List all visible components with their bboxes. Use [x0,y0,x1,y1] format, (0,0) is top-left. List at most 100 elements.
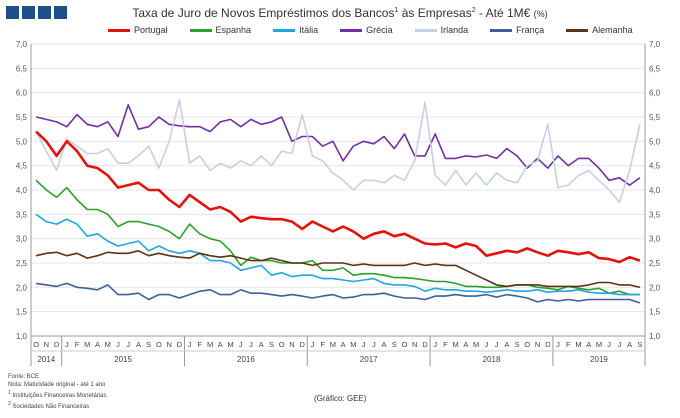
x-month-label: J [433,340,437,349]
y-tick-label-left: 1,0 [16,332,28,341]
y-tick-label-left: 3,0 [16,235,28,244]
logo-square [6,6,19,19]
legend-label: Portugal [134,25,168,35]
x-month-label: D [177,340,183,349]
y-tick-label-left: 2,0 [16,283,28,292]
legend-item: Itália [273,25,318,35]
x-month-label: A [463,340,468,349]
y-tick-label-left: 4,0 [16,186,28,195]
x-month-label: J [485,340,489,349]
x-month-label: O [156,340,162,349]
legend-item: França [490,25,544,35]
chart-legend: Portugal Espanha Itália Grécia Irlanda França… [108,25,655,35]
x-month-label: J [65,340,69,349]
y-tick-label-right: 1,0 [649,332,661,341]
x-month-label: F [566,340,571,349]
x-month-label: J [607,340,611,349]
legend-swatch [273,28,296,32]
series-line-frança [35,282,641,304]
legend-label: Grécia [366,25,393,35]
series-line-grécia [35,104,641,186]
footnote-1-marker: 1 [8,390,11,396]
title-unit: (%) [533,9,548,19]
y-tick-label-right: 2,5 [649,259,661,268]
x-month-label: J [618,340,622,349]
legend-swatch [566,28,589,32]
legend-swatch [189,28,212,32]
x-month-label: A [382,340,387,349]
graph-credit: (Gráfico: GEE) [314,394,367,403]
maturity-note: Nota: Maturidade original - até 1 ano [8,382,106,388]
legend-item: Irlanda [414,25,468,35]
legend-swatch [108,28,130,32]
y-tick-label-left: 4,5 [16,162,28,171]
x-year-label: 2015 [114,355,132,364]
x-month-label: N [412,340,417,349]
chart-title: Taxa de Juro de Novos Empréstimos dos Ba… [0,6,680,20]
x-year-label: 2019 [590,355,608,364]
legend-label: Espanha [215,25,252,35]
x-month-label: A [504,340,509,349]
legend-item: Portugal [108,25,168,35]
footnote-1: 1 Instituições Financeiras Monetárias [8,389,107,400]
x-month-label: O [33,340,39,349]
legend-swatch [340,28,363,32]
x-month-label: A [586,340,591,349]
legend-item: Alemanha [566,25,633,35]
x-month-label: J [311,340,315,349]
series-line-espanha [35,179,640,296]
legend-label: França [516,25,545,35]
x-month-label: M [575,340,581,349]
x-month-label: J [362,340,366,349]
x-month-label: M [207,340,213,349]
y-tick-label-left: 3,5 [16,210,28,219]
x-month-label: N [166,340,171,349]
title-footnote-1: 1 [394,7,399,14]
footnote-2: 2 Sociedades Não Financeiras [8,400,107,411]
x-month-label: S [392,340,397,349]
footnotes: Fonte: BCE Nota: Maturidade original - a… [8,373,107,411]
x-year-label: 2017 [360,355,378,364]
x-month-label: N [535,340,540,349]
source-note: Fonte: BCE [8,374,40,380]
gee-logo [6,6,67,19]
x-month-label: A [218,340,223,349]
x-month-label: J [239,340,243,349]
x-month-label: J [188,340,192,349]
x-month-label: M [227,340,233,349]
x-month-label: N [44,340,49,349]
x-month-label: J [495,340,499,349]
y-tick-label-left: 5,5 [16,113,28,122]
x-month-label: M [473,340,479,349]
y-tick-label-right: 5,0 [649,137,661,146]
y-tick-label-right: 3,0 [649,235,661,244]
footnote-2-text: Sociedades Não Financeiras [10,404,90,410]
title-footnote-2: 2 [471,7,476,14]
x-month-label: D [545,340,551,349]
x-month-label: F [198,340,203,349]
y-tick-label-right: 3,5 [649,210,661,219]
legend-label: Itália [299,25,319,35]
x-month-label: D [422,340,428,349]
x-month-label: A [136,340,141,349]
y-tick-label-left: 1,5 [16,308,28,317]
logo-square [54,6,67,19]
footnote-2-marker: 2 [8,401,11,407]
y-tick-label-left: 6,5 [16,64,28,73]
series-line-itália [35,213,640,296]
title-text: Taxa de Juro de Novos Empréstimos dos Ba… [132,6,395,20]
title-text-mid: às Empresas [398,6,472,20]
y-tick-label-right: 1,5 [649,308,661,317]
x-month-label: M [84,340,90,349]
series-line-irlanda [35,99,641,203]
x-month-label: A [341,340,346,349]
x-month-label: D [54,340,60,349]
x-year-label: 2014 [37,355,55,364]
x-month-label: J [249,340,253,349]
x-month-label: S [269,340,274,349]
x-month-label: M [330,340,336,349]
x-month-label: J [126,340,130,349]
x-month-label: F [320,340,325,349]
y-tick-label-left: 6,0 [16,89,28,98]
